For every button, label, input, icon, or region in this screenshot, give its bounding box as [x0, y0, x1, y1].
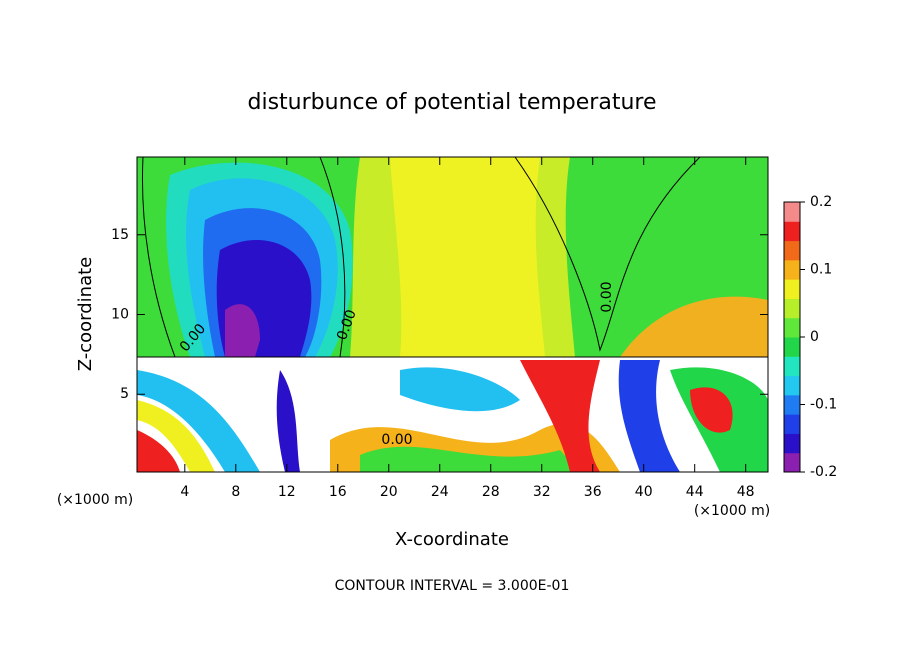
- x-tick-label: 28: [482, 484, 500, 500]
- colorbar-swatch: [784, 375, 800, 396]
- x-tick-label: 44: [686, 484, 704, 500]
- colorbar-swatch: [784, 221, 800, 242]
- colorbar-swatch: [784, 394, 800, 415]
- footer: CONTOUR INTERVAL = 3.000E-01: [335, 578, 570, 594]
- colorbar-tick-label: -0.1: [810, 397, 837, 413]
- colorbar-swatch: [784, 414, 800, 434]
- y-axis-label: Z-coordinate: [75, 257, 96, 372]
- colorbar-swatch: [784, 337, 800, 357]
- x-tick-label: 32: [533, 484, 551, 500]
- colorbar-tick-label: 0.2: [810, 194, 832, 210]
- y-tick-label: 15: [111, 227, 129, 243]
- x-tick-label: 36: [584, 484, 602, 500]
- colorbar-swatch: [784, 240, 800, 261]
- x-tick-label: 4: [180, 484, 189, 500]
- x-tick-label: 8: [231, 484, 240, 500]
- contour-field: [137, 157, 768, 472]
- x-tick-label: 40: [635, 484, 653, 500]
- x-tick-label: 48: [737, 484, 755, 500]
- colorbar-tick-label: 0: [810, 329, 819, 345]
- x-tick-label: 24: [431, 484, 449, 500]
- y-tick-label: 5: [120, 386, 129, 402]
- colorbar: [784, 202, 800, 473]
- colorbar-swatch: [784, 452, 800, 473]
- colorbar-swatch: [784, 356, 800, 377]
- x-axis-label: X-coordinate: [395, 529, 509, 550]
- colorbar-swatch: [784, 279, 800, 299]
- y-unit: (×1000 m): [57, 492, 133, 508]
- contour-label: 0.00: [381, 432, 412, 448]
- x-tick-label: 12: [278, 484, 296, 500]
- x-tick-label: 20: [380, 484, 398, 500]
- colorbar-swatch: [784, 317, 800, 338]
- x-tick-label: 16: [329, 484, 347, 500]
- colorbar-tick-label: 0.1: [810, 262, 832, 278]
- colorbar-swatch: [784, 202, 800, 222]
- chart-title: disturbunce of potential temperature: [248, 90, 657, 115]
- x-unit: (×1000 m): [694, 503, 770, 519]
- y-tick-label: 10: [111, 307, 129, 323]
- colorbar-swatch: [784, 433, 800, 454]
- colorbar-swatch: [784, 259, 800, 280]
- colorbar-swatch: [784, 298, 800, 319]
- contour-label: 0.00: [599, 281, 615, 312]
- colorbar-tick-label: -0.2: [810, 464, 837, 480]
